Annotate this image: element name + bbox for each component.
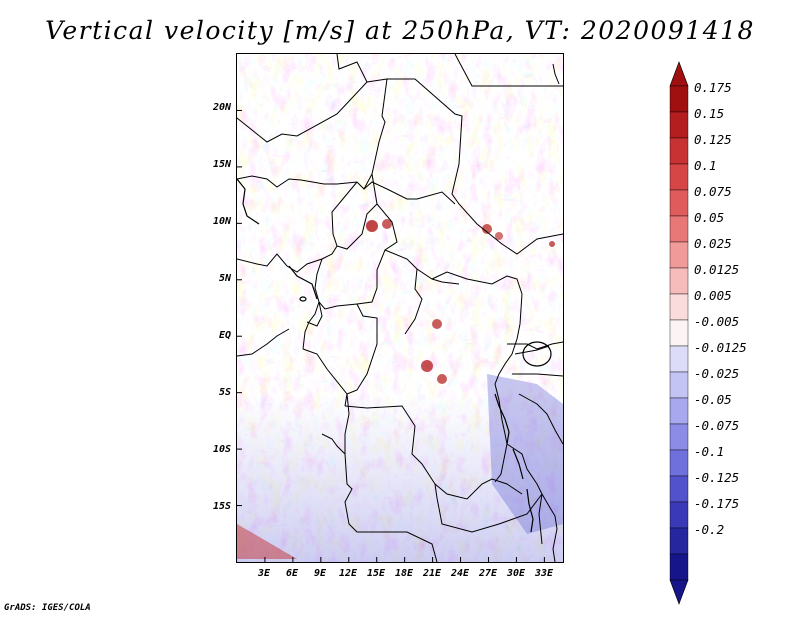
lat-tick-label: 20N xyxy=(212,102,231,113)
strong-ascent-cells xyxy=(366,219,555,384)
colorbar-label: -0.125 xyxy=(694,470,740,485)
lat-tick-label: 15N xyxy=(212,159,231,170)
lon-tick-label: 27E xyxy=(478,568,498,579)
colorbar-segment xyxy=(669,475,689,503)
lakes-and-coastline xyxy=(237,178,552,533)
colorbar-label: 0.15 xyxy=(694,106,725,121)
colorbar-segment xyxy=(669,371,689,399)
lon-tick-label: 12E xyxy=(338,568,358,579)
colorbar-label: -0.05 xyxy=(694,392,732,407)
colorbar-segment xyxy=(669,215,689,243)
lon-tick-label: 9E xyxy=(313,568,327,579)
colorbar-label: 0.0125 xyxy=(694,262,740,277)
colorbar-label: 0.075 xyxy=(694,184,732,199)
colorbar-segment xyxy=(669,293,689,321)
lon-tick-label: 24E xyxy=(450,568,470,579)
colorbar-label: -0.2 xyxy=(694,522,725,537)
colorbar-label: -0.025 xyxy=(694,366,740,381)
colorbar-label: -0.1 xyxy=(694,444,725,459)
colorbar-segment xyxy=(669,397,689,425)
lon-tick-label: 6E xyxy=(285,568,299,579)
vertical-velocity-map xyxy=(237,54,563,562)
colorbar-label: 0.175 xyxy=(694,80,732,95)
lat-tick-label: 10S xyxy=(212,444,231,455)
lat-tick-label: 10N xyxy=(212,216,231,227)
axis-ticks xyxy=(237,109,545,562)
colorbar xyxy=(669,61,689,605)
colorbar-label: -0.0125 xyxy=(694,340,747,355)
lon-tick-label: 33E xyxy=(534,568,554,579)
lat-tick-label: 5N xyxy=(218,273,231,284)
country-borders xyxy=(237,54,563,562)
colorbar-segment xyxy=(669,527,689,555)
colorbar-label: 0.005 xyxy=(694,288,732,303)
grads-credit: GrADS: IGES/COLA xyxy=(4,603,91,613)
colorbar-label: 0.125 xyxy=(694,132,732,147)
colorbar-segment xyxy=(669,189,689,217)
lat-tick-label: EQ xyxy=(218,330,231,341)
lat-tick-label: 15S xyxy=(212,501,231,512)
colorbar-label: 0.1 xyxy=(694,158,717,173)
lon-tick-label: 18E xyxy=(394,568,414,579)
southwest-ascent-streak xyxy=(237,524,297,559)
colorbar-high-arrow xyxy=(669,61,689,87)
colorbar-segment xyxy=(669,553,689,581)
colorbar-segment xyxy=(669,137,689,165)
colorbar-segment xyxy=(669,319,689,347)
lon-tick-label: 3E xyxy=(257,568,271,579)
colorbar-label: 0.025 xyxy=(694,236,732,251)
colorbar-segment xyxy=(669,501,689,529)
colorbar-segment xyxy=(669,111,689,139)
colorbar-label: 0.05 xyxy=(694,210,725,225)
colorbar-segment xyxy=(669,267,689,295)
lon-tick-label: 15E xyxy=(366,568,386,579)
colorbar-label: -0.005 xyxy=(694,314,740,329)
colorbar-segment xyxy=(669,345,689,373)
colorbar-segment xyxy=(669,163,689,191)
map-panel xyxy=(236,53,564,563)
lon-tick-label: 30E xyxy=(506,568,526,579)
southern-descent-region xyxy=(237,394,563,562)
colorbar-label: -0.075 xyxy=(694,418,740,433)
colorbar-label: -0.175 xyxy=(694,496,740,511)
lon-tick-label: 21E xyxy=(422,568,442,579)
colorbar-low-arrow xyxy=(669,579,689,605)
colorbar-segment xyxy=(669,423,689,451)
colorbar-segment xyxy=(669,449,689,477)
east-africa-descent-region xyxy=(487,374,563,534)
map-title: Vertical velocity [m/s] at 250hPa, VT: 2… xyxy=(45,16,755,45)
lat-tick-label: 5S xyxy=(218,387,231,398)
colorbar-segment xyxy=(669,85,689,113)
colorbar-segment xyxy=(669,241,689,269)
